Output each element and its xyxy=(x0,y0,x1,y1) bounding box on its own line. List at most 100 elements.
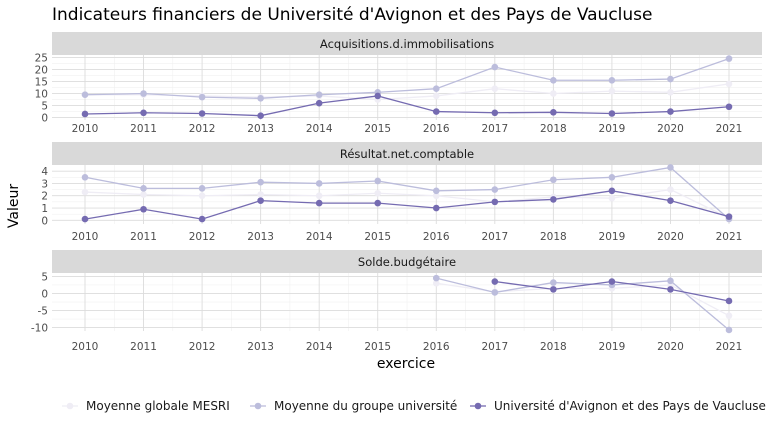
data-point xyxy=(550,196,557,203)
data-point xyxy=(725,213,733,220)
data-point xyxy=(491,289,499,296)
legend-key-point xyxy=(254,402,262,410)
data-point xyxy=(725,297,733,305)
facet-strip xyxy=(52,142,762,165)
x-tick-label: 2011 xyxy=(130,123,157,135)
data-point xyxy=(491,186,499,193)
data-point xyxy=(608,87,616,95)
data-point xyxy=(432,204,440,212)
data-point xyxy=(432,187,440,195)
data-point xyxy=(432,108,440,115)
x-tick-label: 2019 xyxy=(599,123,626,135)
series-line xyxy=(85,83,730,101)
legend: Moyenne globale MESRI Moyenne du groupe u… xyxy=(62,399,766,413)
x-tick-label: 2014 xyxy=(306,341,333,353)
facet-strip xyxy=(52,32,762,55)
data-point xyxy=(608,187,616,195)
x-tick-label: 2015 xyxy=(364,123,391,135)
data-point xyxy=(608,76,616,84)
data-point xyxy=(257,95,264,102)
data-point xyxy=(550,279,557,286)
data-point xyxy=(667,75,674,83)
y-tick-label: -10 xyxy=(31,323,48,335)
data-point xyxy=(198,185,206,192)
data-point xyxy=(725,326,733,334)
x-tick-label: 2010 xyxy=(72,341,99,353)
data-point xyxy=(198,192,206,200)
x-tick-label: 2015 xyxy=(364,341,391,353)
data-point xyxy=(374,199,382,207)
x-tick-label: 2020 xyxy=(657,341,684,353)
series-line xyxy=(84,190,730,220)
series-line xyxy=(84,188,730,219)
y-tick-label: 5 xyxy=(41,271,48,283)
data-point xyxy=(198,93,206,101)
data-point xyxy=(315,180,323,187)
facet-strip-label: Acquisitions.d.immobilisations xyxy=(320,37,494,51)
facet-panel: Solde.budgétaire -10 -5 0 5 2010 2011 2012 2013 2… xyxy=(31,250,762,353)
series xyxy=(491,278,733,305)
series-line xyxy=(84,95,730,117)
x-tick-label: 2012 xyxy=(189,231,216,243)
x-tick-label: 2017 xyxy=(481,231,508,243)
x-tick-label: 2021 xyxy=(716,341,743,353)
data-point xyxy=(550,176,557,184)
data-point xyxy=(315,199,323,207)
data-point xyxy=(491,198,499,206)
y-axis-title: Valeur xyxy=(6,184,22,228)
legend-item: Moyenne globale MESRI xyxy=(62,399,230,413)
data-point xyxy=(432,192,440,200)
x-tick-label: 2012 xyxy=(189,341,216,353)
y-tick-label: 0 xyxy=(41,215,48,227)
x-tick-label: 2014 xyxy=(306,231,333,243)
data-point xyxy=(140,109,147,117)
y-tick-label: 15 xyxy=(35,76,48,88)
y-tick-label: 4 xyxy=(41,166,48,178)
data-point xyxy=(81,110,89,118)
data-point xyxy=(198,215,206,223)
series-line xyxy=(84,57,730,99)
data-point xyxy=(608,278,616,285)
data-point xyxy=(491,63,499,71)
y-tick-label: -5 xyxy=(38,306,48,318)
data-point xyxy=(81,188,89,196)
series xyxy=(81,187,733,223)
x-tick-label: 2016 xyxy=(423,341,450,353)
x-tick-label: 2018 xyxy=(540,123,567,135)
data-point xyxy=(725,312,733,319)
x-tick-label: 2018 xyxy=(540,231,567,243)
chart-title: Indicateurs financiers de Université d'A… xyxy=(52,5,653,25)
facet-panel: Acquisitions.d.immobilisations 0510152025… xyxy=(35,32,762,135)
legend-label: Université d'Avignon et des Pays de Vauc… xyxy=(494,399,766,413)
x-tick-label: 2010 xyxy=(72,123,99,135)
data-point xyxy=(608,173,616,181)
data-point xyxy=(140,191,147,198)
x-tick-label: 2017 xyxy=(481,341,508,353)
x-tick-label: 2019 xyxy=(599,231,626,243)
data-point xyxy=(81,91,89,99)
data-point xyxy=(315,192,323,200)
y-tick-label: 10 xyxy=(35,89,48,101)
x-tick-label: 2016 xyxy=(423,123,450,135)
y-tick-label: 2 xyxy=(41,191,48,203)
data-point xyxy=(315,91,323,99)
y-tick-label: 3 xyxy=(41,178,48,190)
data-point xyxy=(491,109,499,117)
x-tick-label: 2012 xyxy=(189,123,216,135)
data-point xyxy=(667,286,674,293)
data-point xyxy=(608,110,616,117)
data-point xyxy=(667,277,674,285)
x-tick-label: 2019 xyxy=(599,341,626,353)
data-point xyxy=(608,194,616,202)
data-point xyxy=(667,89,674,96)
legend-key-point xyxy=(474,402,482,410)
x-tick-label: 2015 xyxy=(364,231,391,243)
data-point xyxy=(432,85,440,93)
facet-strip-label: Résultat.net.comptable xyxy=(340,147,474,161)
facet-strip-label: Solde.budgétaire xyxy=(358,255,456,269)
legend-label: Moyenne du groupe université xyxy=(274,399,457,413)
data-point xyxy=(140,90,147,97)
x-tick-label: 2020 xyxy=(657,231,684,243)
y-tick-label: 0 xyxy=(41,288,48,300)
